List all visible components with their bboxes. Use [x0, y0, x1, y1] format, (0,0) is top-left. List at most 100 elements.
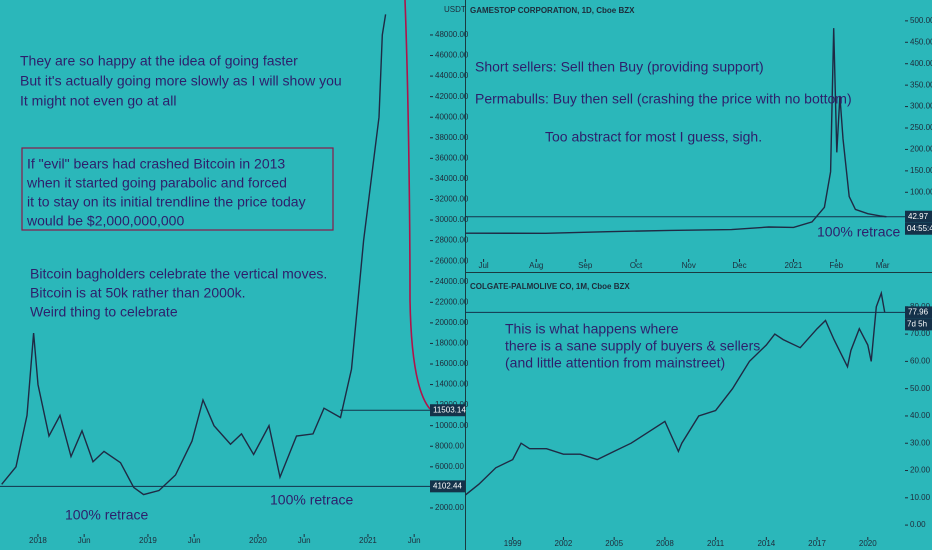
- annotation: would be $2,000,000,000: [26, 213, 184, 229]
- y-tick-label: 36000.00: [435, 153, 469, 162]
- x-tick-label: Jun: [188, 536, 201, 545]
- price-tag-label: 77.96: [908, 308, 929, 317]
- countdown-label: 04:55:40: [907, 224, 932, 233]
- x-tick-label: Jun: [298, 536, 311, 545]
- x-tick-label: 2020: [249, 536, 267, 545]
- countdown-label: 7d 5h: [907, 320, 927, 329]
- y-tick-label: 22000.00: [435, 297, 469, 306]
- y-tick-label: 32000.00: [435, 195, 469, 204]
- trend-curve: [404, 0, 431, 410]
- x-tick-label: 2020: [859, 539, 877, 548]
- y-tick-label: 42000.00: [435, 92, 469, 101]
- y-tick-label: 14000.00: [435, 380, 469, 389]
- x-tick-label: Dec: [732, 261, 746, 270]
- price-axis: [430, 0, 465, 550]
- annotation: there is a sane supply of buyers & selle…: [505, 338, 760, 354]
- y-tick-label: 200.00: [910, 145, 932, 154]
- annotation: Bitcoin bagholders celebrate the vertica…: [30, 266, 327, 282]
- y-tick-label: 20.00: [910, 466, 931, 475]
- y-tick-label: 2000.00: [435, 503, 464, 512]
- y-tick-label: 44000.00: [435, 71, 469, 80]
- price-tag: [430, 480, 465, 493]
- x-tick-label: 2014: [757, 539, 775, 548]
- y-tick-label: 350.00: [910, 80, 932, 89]
- x-tick-label: 2005: [605, 539, 623, 548]
- y-tick-label: 28000.00: [435, 236, 469, 245]
- y-tick-label: 60.00: [910, 356, 931, 365]
- y-tick-label: 150.00: [910, 166, 932, 175]
- x-tick-label: Sep: [578, 261, 593, 270]
- y-tick-label: 250.00: [910, 123, 932, 132]
- y-tick-label: 400.00: [910, 59, 932, 68]
- chart-title: COLGATE-PALMOLIVE CO, 1M, Cboe BZX: [470, 282, 630, 291]
- x-tick-label: Aug: [529, 261, 543, 270]
- y-tick-label: 20000.00: [435, 318, 469, 327]
- y-tick-label: 500.00: [910, 16, 932, 25]
- y-tick-label: 46000.00: [435, 51, 469, 60]
- price-line: [1, 14, 387, 496]
- price-tag: [905, 306, 932, 319]
- annotation: when it started going parabolic and forc…: [26, 175, 287, 191]
- annotation: If "evil" bears had crashed Bitcoin in 2…: [27, 156, 285, 172]
- y-tick-label: 38000.00: [435, 133, 469, 142]
- y-tick-label: 6000.00: [435, 462, 464, 471]
- x-tick-label: Feb: [829, 261, 843, 270]
- y-tick-label: 450.00: [910, 37, 932, 46]
- annotation: Bitcoin is at 50k rather than 2000k.: [30, 285, 246, 301]
- y-tick-label: 30.00: [910, 438, 931, 447]
- x-tick-label: 2019: [139, 536, 157, 545]
- y-tick-label: 300.00: [910, 102, 932, 111]
- x-tick-label: Mar: [876, 261, 890, 270]
- annotation: It might not even go at all: [20, 93, 176, 109]
- y-tick-label: 100.00: [910, 187, 932, 196]
- y-tick-label: 48000.00: [435, 30, 469, 39]
- annotation: it to stay on its initial trendline the …: [27, 194, 306, 210]
- annotation: Too abstract for most I guess, sigh.: [545, 129, 762, 145]
- x-tick-label: 1999: [504, 539, 522, 548]
- x-tick-label: 2021: [785, 261, 803, 270]
- y-tick-label: 30000.00: [435, 215, 469, 224]
- annotation: 100% retrace: [817, 224, 900, 240]
- annotation: But it's actually going more slowly as I…: [20, 73, 342, 89]
- x-tick-label: Nov: [682, 261, 696, 270]
- price-line: [464, 290, 886, 496]
- x-tick-label: 2011: [707, 539, 725, 548]
- countdown-tag: [905, 222, 932, 235]
- x-tick-label: 2002: [555, 539, 573, 548]
- annotation: This is what happens where: [505, 321, 679, 337]
- x-tick-label: 2021: [359, 536, 377, 545]
- x-tick-label: Oct: [630, 261, 643, 270]
- y-tick-label: 24000.00: [435, 277, 469, 286]
- y-tick-label: 0.00: [910, 520, 926, 529]
- price-tag-label: 4102.44: [433, 481, 462, 490]
- y-tick-label: 26000.00: [435, 256, 469, 265]
- annotation: (and little attention from mainstreet): [505, 355, 725, 371]
- annotation: Short sellers: Sell then Buy (providing …: [475, 59, 764, 75]
- x-tick-label: Jun: [78, 536, 91, 545]
- y-tick-label: 34000.00: [435, 174, 469, 183]
- x-tick-label: 2017: [808, 539, 826, 548]
- price-line: [464, 28, 887, 235]
- annotation: They are so happy at the idea of going f…: [20, 53, 298, 69]
- annotation: Weird thing to celebrate: [30, 304, 178, 320]
- x-tick-label: 2008: [656, 539, 674, 548]
- price-tag-label: 42.97: [908, 212, 929, 221]
- y-tick-label: 40000.00: [435, 112, 469, 121]
- y-tick-label: 40.00: [910, 411, 931, 420]
- y-tick-label: 50.00: [910, 384, 931, 393]
- price-tag-label: 11503.14: [433, 405, 466, 414]
- y-tick-label: 10.00: [910, 493, 931, 502]
- y-tick-label: 10000.00: [435, 421, 469, 430]
- y-tick-label: 8000.00: [435, 441, 464, 450]
- annotation-box: [21, 147, 334, 231]
- y-tick-label: 16000.00: [435, 359, 469, 368]
- annotation: 100% retrace: [270, 492, 353, 508]
- x-tick-label: Jul: [478, 261, 488, 270]
- x-tick-label: Jun: [408, 536, 421, 545]
- x-tick-label: 2018: [29, 536, 47, 545]
- y-tick-label: 70.00: [910, 329, 931, 338]
- chart-title: GAMESTOP CORPORATION, 1D, Cboe BZX: [470, 6, 635, 15]
- annotation: 100% retrace: [65, 507, 148, 523]
- countdown-tag: [905, 318, 932, 331]
